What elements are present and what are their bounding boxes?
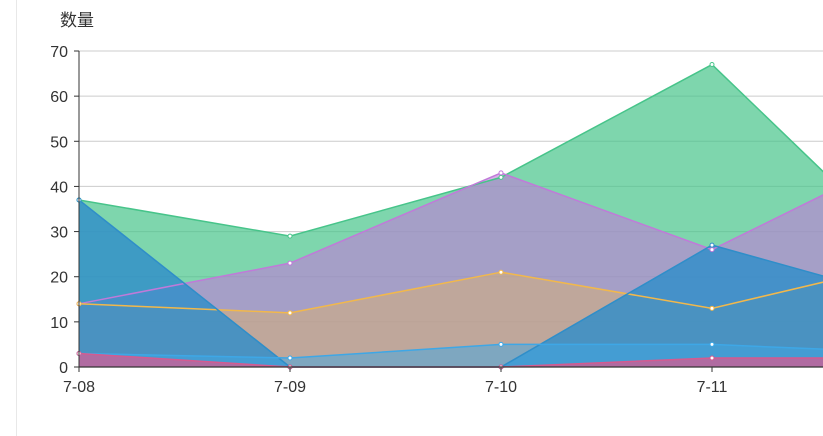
y-tick-label: 0 <box>59 360 68 377</box>
data-point-1-3 <box>709 247 715 253</box>
data-point-0-3 <box>709 62 715 68</box>
data-point-4-2 <box>498 341 504 347</box>
y-tick-label: 50 <box>50 134 68 151</box>
data-point-0-1 <box>287 233 293 239</box>
x-tick-label: 7-11 <box>697 379 728 396</box>
y-tick-label: 60 <box>50 89 68 106</box>
y-tick-label: 40 <box>50 179 68 196</box>
data-point-2-1 <box>287 310 293 316</box>
data-point-5-3 <box>709 355 715 361</box>
y-tick-label: 10 <box>50 315 68 332</box>
data-point-4-3 <box>709 341 715 347</box>
series-area-5 <box>79 353 823 367</box>
data-point-1-1 <box>287 260 293 266</box>
y-axis-label: 数量 <box>60 11 94 30</box>
data-point-2-3 <box>709 305 715 311</box>
x-tick-label: 7-09 <box>274 379 306 396</box>
y-tick-label: 20 <box>50 270 68 287</box>
data-point-1-2 <box>498 170 504 176</box>
series-areas <box>79 64 823 367</box>
data-point-4-1 <box>287 355 293 361</box>
data-point-3-3 <box>709 242 715 248</box>
data-point-2-2 <box>498 269 504 275</box>
x-tick-label: 7-10 <box>485 379 517 396</box>
axes <box>74 50 823 372</box>
panel-left-border <box>16 0 17 436</box>
data-point-0-2 <box>498 174 504 180</box>
y-tick-labels: 0 10 20 30 40 50 60 70 <box>50 44 68 377</box>
x-tick-label: 7-08 <box>63 379 95 396</box>
y-tick-label: 30 <box>50 225 68 242</box>
x-tick-labels: 7-08 7-09 7-10 7-11 <box>63 379 728 396</box>
y-tick-label: 70 <box>50 44 68 61</box>
series-area-3 <box>79 199 823 367</box>
